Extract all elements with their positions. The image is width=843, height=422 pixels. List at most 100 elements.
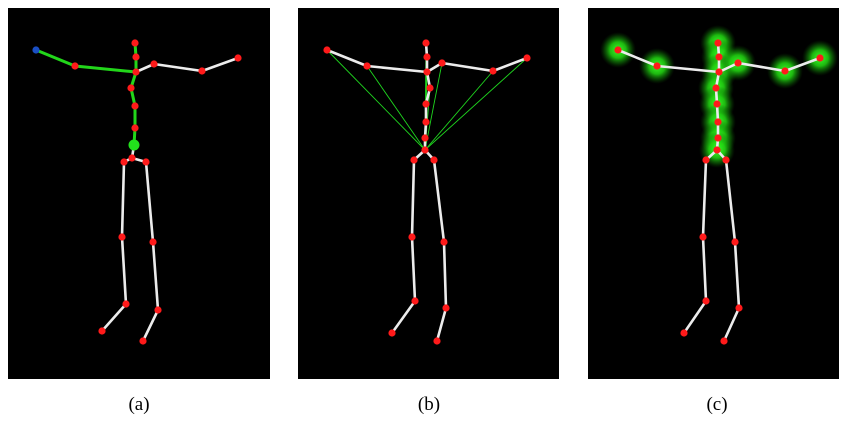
bone xyxy=(491,56,529,73)
joint xyxy=(714,39,722,47)
joint xyxy=(653,62,661,70)
joint xyxy=(722,156,730,164)
caption-a: (a) xyxy=(128,394,149,415)
root-joint xyxy=(128,139,140,151)
joint xyxy=(132,53,140,61)
panel-a: (a) xyxy=(8,8,270,415)
joint xyxy=(714,134,722,142)
joint xyxy=(422,100,430,108)
bone xyxy=(100,302,128,333)
joint xyxy=(426,84,434,92)
joint xyxy=(816,54,824,62)
joint xyxy=(715,68,723,76)
bone xyxy=(783,56,822,73)
joint xyxy=(714,118,722,126)
joint xyxy=(489,67,497,75)
joint xyxy=(98,327,106,335)
highlighted-bone xyxy=(73,64,138,74)
joint xyxy=(323,46,331,54)
joint xyxy=(442,304,450,312)
joint xyxy=(680,329,688,337)
panel-b-background xyxy=(298,8,559,379)
bone xyxy=(736,61,787,73)
panel-b: (b) xyxy=(298,8,559,415)
joint xyxy=(734,59,742,67)
attention-line xyxy=(424,57,528,151)
joint xyxy=(731,238,739,246)
joint xyxy=(422,118,430,126)
bone xyxy=(616,48,659,68)
bone xyxy=(390,299,417,335)
bone xyxy=(701,235,708,303)
highlighted-bone xyxy=(34,48,77,68)
joint xyxy=(440,238,448,246)
joint xyxy=(438,59,446,67)
joint xyxy=(149,238,157,246)
bone xyxy=(144,160,155,244)
bone xyxy=(722,306,741,343)
joint xyxy=(421,134,429,142)
attention-line xyxy=(424,62,443,151)
bone xyxy=(724,158,737,244)
joint xyxy=(142,158,150,166)
joint xyxy=(410,156,418,164)
joint xyxy=(713,100,721,108)
joint xyxy=(132,68,140,76)
bone xyxy=(200,56,240,73)
attention-line xyxy=(326,49,426,151)
joint xyxy=(139,337,147,345)
bone xyxy=(655,64,721,74)
joint xyxy=(421,146,429,154)
joint xyxy=(423,53,431,61)
bone xyxy=(733,240,741,310)
joint xyxy=(702,297,710,305)
joint xyxy=(198,67,206,75)
joint xyxy=(422,39,430,47)
joint xyxy=(781,67,789,75)
bone xyxy=(701,158,708,239)
joint xyxy=(127,84,135,92)
joint xyxy=(699,233,707,241)
joint xyxy=(118,233,126,241)
joint xyxy=(720,337,728,345)
joint xyxy=(702,156,710,164)
bone xyxy=(151,240,160,312)
joint xyxy=(523,54,531,62)
joint xyxy=(131,39,139,47)
bone xyxy=(435,306,448,343)
joint xyxy=(735,304,743,312)
bone xyxy=(120,235,128,306)
bone xyxy=(141,308,160,343)
bone xyxy=(410,158,416,239)
bone xyxy=(442,240,448,310)
joint xyxy=(120,158,128,166)
bone xyxy=(120,160,126,239)
joint xyxy=(430,156,438,164)
joint xyxy=(713,146,721,154)
joint xyxy=(614,46,622,54)
joint xyxy=(128,154,136,162)
joint xyxy=(122,300,130,308)
joint xyxy=(715,53,723,61)
panel-a-background xyxy=(8,8,270,379)
joint xyxy=(71,62,79,70)
bone xyxy=(440,61,495,73)
joint xyxy=(433,337,441,345)
caption-c: (c) xyxy=(706,394,727,415)
end-joint xyxy=(32,46,40,54)
bone xyxy=(325,48,369,68)
bone xyxy=(682,299,708,335)
joint xyxy=(154,306,162,314)
joint xyxy=(388,329,396,337)
joint xyxy=(712,84,720,92)
joint xyxy=(131,124,139,132)
joint xyxy=(234,54,242,62)
panel-c: (c) xyxy=(588,8,839,415)
attention-line xyxy=(366,65,426,151)
attention-line xyxy=(424,70,494,151)
bone xyxy=(432,158,446,244)
bone xyxy=(365,64,429,74)
joint xyxy=(150,60,158,68)
joint xyxy=(408,233,416,241)
